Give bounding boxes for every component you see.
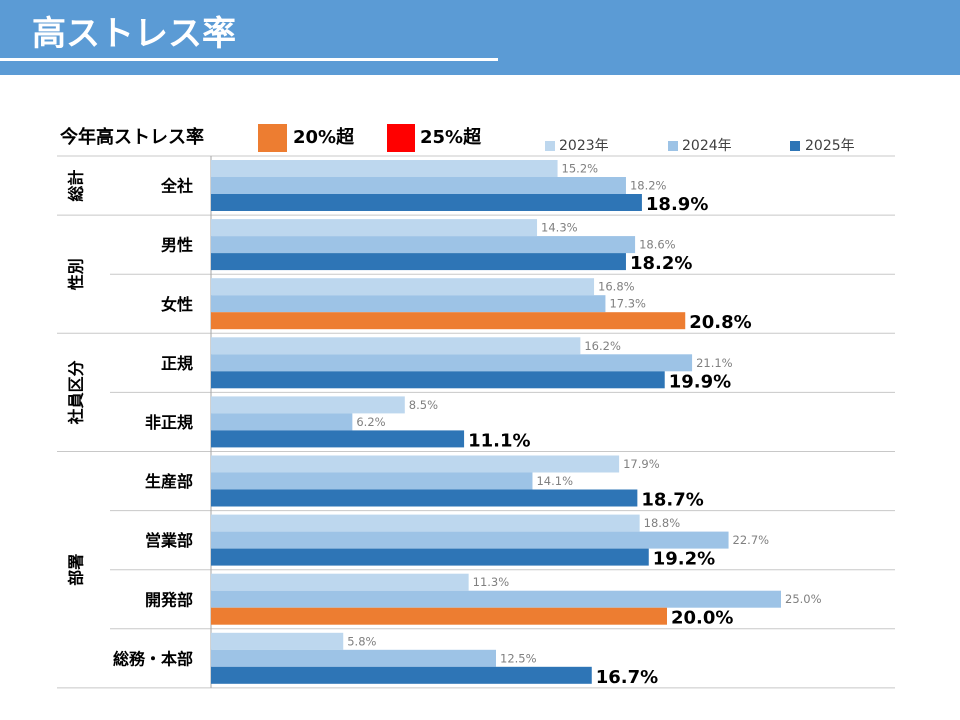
- value-label-2024-row-6: 14.1%: [536, 474, 573, 488]
- bar-2024-row-2: [211, 236, 636, 254]
- value-label-2023-row-1: 15.2%: [562, 162, 599, 176]
- value-label-2024-row-5: 6.2%: [356, 415, 385, 429]
- value-label-2025-row-4: 19.9%: [669, 371, 731, 392]
- bar-2024-row-5: [211, 413, 353, 431]
- bar-2025-row-4: [211, 371, 665, 389]
- category-label: 総務・本部: [113, 649, 193, 668]
- value-label-2025-row-7: 19.2%: [653, 549, 715, 570]
- value-label-2025-row-3: 20.8%: [689, 312, 751, 333]
- value-label-2024-row-2: 18.6%: [639, 238, 676, 252]
- value-label-2024-row-9: 12.5%: [500, 651, 537, 665]
- bar-2024-row-6: [211, 472, 533, 490]
- bar-2025-row-8: [211, 607, 667, 625]
- value-label-2025-row-6: 18.7%: [641, 490, 703, 511]
- value-label-2025-row-9: 16.7%: [596, 667, 658, 688]
- bar-2023-row-6: [211, 455, 620, 473]
- bar-2025-row-1: [211, 194, 642, 211]
- legend-label-2025: 2025年: [805, 138, 855, 154]
- bar-2024-row-7: [211, 531, 729, 549]
- bar-2023-row-4: [211, 337, 581, 355]
- category-label: 非正規: [145, 413, 193, 432]
- value-label-2023-row-3: 16.8%: [598, 280, 635, 294]
- value-label-2024-row-7: 22.7%: [733, 533, 770, 547]
- legend-swatch-2023: [545, 141, 555, 151]
- group-label: 性別: [67, 258, 86, 290]
- page-title: 高ストレス率: [32, 14, 236, 54]
- group-label: 部署: [67, 554, 86, 586]
- bar-2024-row-9: [211, 649, 496, 667]
- value-label-2023-row-4: 16.2%: [584, 339, 621, 353]
- bar-2024-row-4: [211, 354, 693, 372]
- bar-2024-row-3: [211, 295, 606, 313]
- bar-2025-row-6: [211, 489, 638, 507]
- bar-2023-row-5: [211, 396, 405, 414]
- bar-2023-row-1: [211, 160, 558, 177]
- legend-swatch-2024: [668, 141, 678, 151]
- bar-2024-row-1: [211, 177, 626, 194]
- bar-2023-row-8: [211, 573, 469, 591]
- legend-label-over-20: 20%超: [293, 127, 355, 148]
- legend-swatch-over-20: [258, 124, 287, 152]
- value-label-2024-row-4: 21.1%: [696, 356, 733, 370]
- category-label: 生産部: [145, 472, 193, 491]
- bar-2025-row-7: [211, 548, 649, 566]
- bar-2024-row-8: [211, 590, 781, 608]
- highlight-legend-title: 今年高ストレス率: [60, 127, 204, 148]
- category-label: 営業部: [145, 531, 193, 550]
- legend-label-over-25: 25%超: [420, 127, 482, 148]
- category-label: 正規: [161, 354, 193, 373]
- value-label-2025-row-8: 20.0%: [671, 608, 733, 629]
- group-label: 社員区分: [67, 360, 86, 425]
- value-label-2024-row-3: 17.3%: [609, 297, 646, 311]
- legend-label-2023: 2023年: [559, 138, 609, 154]
- value-label-2023-row-9: 5.8%: [347, 634, 376, 648]
- header-band: [0, 0, 960, 75]
- bar-2025-row-3: [211, 312, 686, 330]
- legend-swatch-2025: [790, 141, 800, 151]
- value-label-2023-row-2: 14.3%: [541, 221, 578, 235]
- value-label-2025-row-5: 11.1%: [468, 430, 530, 451]
- value-label-2024-row-1: 18.2%: [630, 179, 667, 193]
- bar-2025-row-5: [211, 430, 465, 448]
- bar-2023-row-2: [211, 219, 538, 237]
- legend-swatch-over-25: [387, 124, 415, 152]
- legend-label-2024: 2024年: [682, 138, 732, 154]
- value-label-2023-row-8: 11.3%: [473, 575, 510, 589]
- bar-2023-row-3: [211, 278, 595, 296]
- value-label-2025-row-1: 18.9%: [646, 194, 708, 215]
- value-label-2023-row-6: 17.9%: [623, 457, 660, 471]
- category-label: 女性: [161, 295, 193, 314]
- value-label-2023-row-5: 8.5%: [409, 398, 438, 412]
- bar-2023-row-7: [211, 514, 640, 532]
- bar-2025-row-2: [211, 253, 626, 271]
- category-label: 男性: [161, 236, 193, 255]
- group-label: 総計: [67, 170, 86, 202]
- bar-2023-row-9: [211, 632, 344, 650]
- title-underline: [0, 58, 498, 61]
- bar-2025-row-9: [211, 666, 592, 684]
- category-label: 開発部: [145, 590, 193, 609]
- category-label: 全社: [160, 177, 193, 196]
- value-label-2024-row-8: 25.0%: [785, 592, 822, 606]
- value-label-2023-row-7: 18.8%: [644, 516, 681, 530]
- value-label-2025-row-2: 18.2%: [630, 253, 692, 274]
